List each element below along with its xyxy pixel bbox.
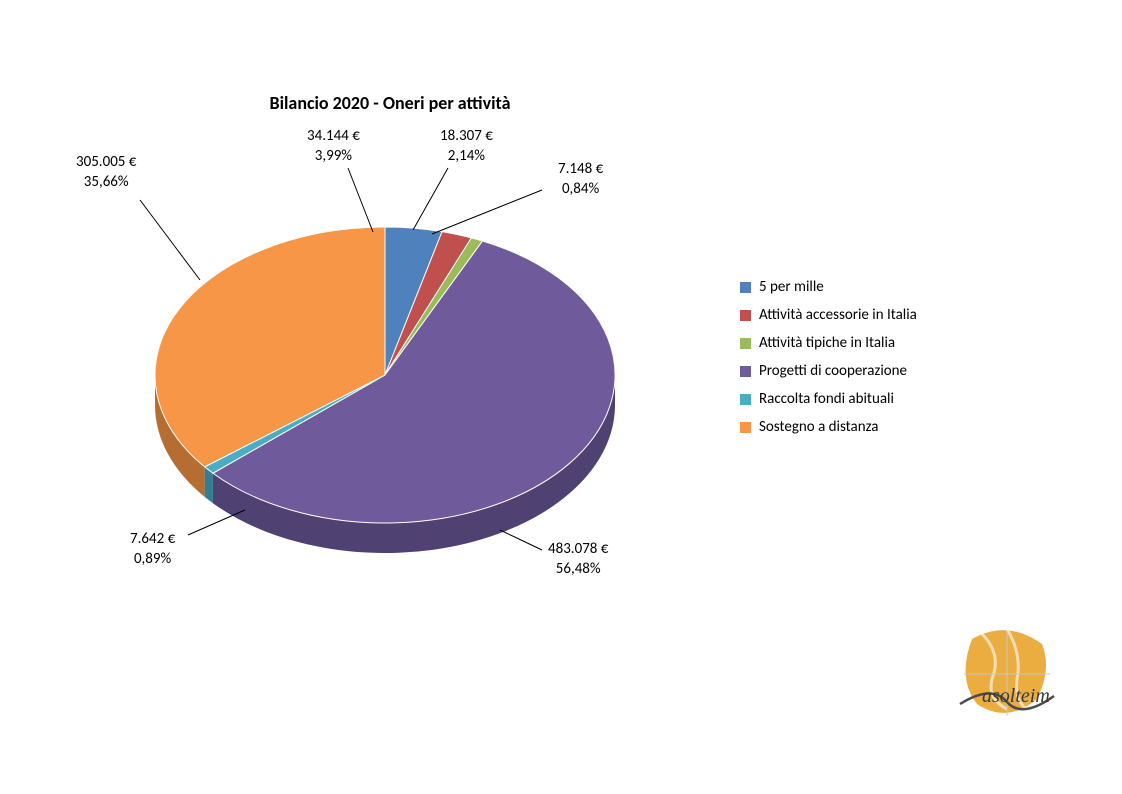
legend-swatch — [740, 282, 751, 293]
legend-swatch — [740, 310, 751, 321]
data-label: 7.148 €0,84% — [558, 160, 603, 199]
legend-label: Attività accessorie in Italia — [759, 306, 917, 324]
data-label-percent: 0,89% — [130, 550, 175, 570]
legend-label: Raccolta fondi abituali — [759, 390, 894, 408]
data-label: 18.307 €2,14% — [440, 127, 493, 166]
data-label: 7.642 €0,89% — [130, 530, 175, 569]
legend-swatch — [740, 394, 751, 405]
legend-swatch — [740, 338, 751, 349]
data-label-percent: 2,14% — [440, 147, 493, 167]
legend-item: Attività tipiche in Italia — [740, 334, 917, 352]
data-label-percent: 35,66% — [76, 173, 136, 193]
chart-title: Bilancio 2020 - Oneri per attività — [0, 92, 780, 114]
data-label-value: 18.307 € — [440, 127, 493, 147]
legend: 5 per mille Attività accessorie in Italia… — [740, 278, 917, 446]
legend-swatch — [740, 422, 751, 433]
legend-label: Progetti di cooperazione — [759, 362, 907, 380]
data-label-percent: 3,99% — [307, 147, 360, 167]
legend-label: Attività tipiche in Italia — [759, 334, 895, 352]
legend-item: Raccolta fondi abituali — [740, 390, 917, 408]
legend-item: Sostegno a distanza — [740, 418, 917, 436]
legend-item: Progetti di cooperazione — [740, 362, 917, 380]
data-label: 483.078 €56,48% — [548, 540, 608, 579]
data-label-value: 305.005 € — [76, 153, 136, 173]
data-label-value: 34.144 € — [307, 127, 360, 147]
brand-logo: asolteim — [952, 624, 1062, 724]
legend-swatch — [740, 366, 751, 377]
data-label: 305.005 €35,66% — [76, 153, 136, 192]
data-label-percent: 0,84% — [558, 180, 603, 200]
svg-text:asolteim: asolteim — [982, 685, 1050, 707]
legend-label: Sostegno a distanza — [759, 418, 878, 436]
data-label: 34.144 €3,99% — [307, 127, 360, 166]
data-label-percent: 56,48% — [548, 560, 608, 580]
legend-item: Attività accessorie in Italia — [740, 306, 917, 324]
data-label-value: 7.148 € — [558, 160, 603, 180]
legend-label: 5 per mille — [759, 278, 824, 296]
data-label-value: 7.642 € — [130, 530, 175, 550]
legend-item: 5 per mille — [740, 278, 917, 296]
data-label-value: 483.078 € — [548, 540, 608, 560]
